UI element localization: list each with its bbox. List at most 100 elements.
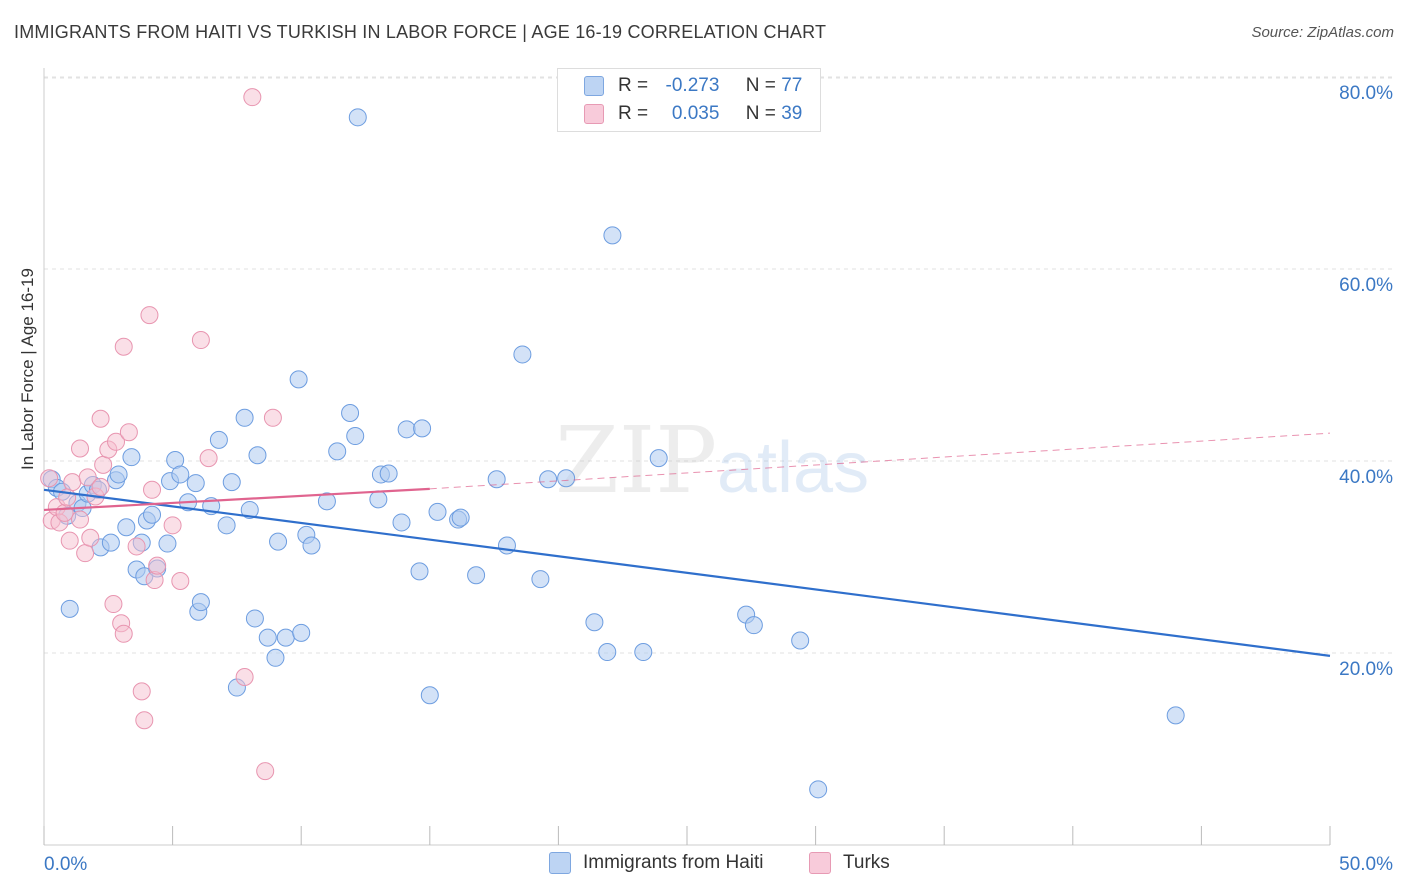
data-point-turks bbox=[91, 409, 110, 428]
data-point-haiti bbox=[603, 226, 622, 245]
data-point-haiti bbox=[557, 469, 576, 488]
data-point-turks bbox=[107, 432, 126, 451]
data-point-haiti bbox=[428, 502, 447, 521]
data-point-turks bbox=[256, 762, 275, 781]
series-haiti-points bbox=[42, 108, 1185, 799]
data-point-haiti bbox=[122, 448, 141, 467]
data-point-haiti bbox=[392, 513, 411, 532]
data-point-turks bbox=[55, 503, 74, 522]
y-tick-label: 80.0% bbox=[1339, 83, 1393, 104]
data-point-turks bbox=[143, 480, 162, 499]
bottom-legend-swatch-haiti bbox=[549, 852, 571, 874]
data-point-haiti bbox=[487, 470, 506, 489]
data-point-turks bbox=[91, 477, 110, 496]
data-point-haiti bbox=[649, 449, 668, 468]
legend-r-value-turks: 0.035 bbox=[671, 103, 720, 124]
data-point-turks bbox=[243, 88, 262, 107]
data-point-turks bbox=[76, 544, 95, 563]
data-point-turks bbox=[71, 439, 90, 458]
data-point-haiti bbox=[240, 500, 259, 519]
data-point-turks bbox=[114, 624, 133, 643]
data-point-haiti bbox=[451, 508, 470, 527]
data-point-haiti bbox=[809, 780, 828, 799]
data-point-haiti bbox=[341, 404, 360, 422]
data-point-turks bbox=[132, 682, 151, 701]
bottom-legend-turks: Turks bbox=[809, 852, 890, 874]
data-point-haiti bbox=[410, 562, 429, 581]
data-point-turks bbox=[263, 408, 282, 427]
legend-n-label: N = bbox=[745, 75, 776, 96]
data-point-turks bbox=[94, 455, 113, 474]
data-point-haiti bbox=[276, 628, 295, 647]
data-point-turks bbox=[127, 537, 146, 556]
watermark-zip: ZIP bbox=[555, 407, 717, 514]
legend-r-label: R = bbox=[618, 75, 649, 96]
data-point-haiti bbox=[348, 108, 367, 127]
data-point-haiti bbox=[328, 442, 347, 461]
data-point-haiti bbox=[245, 609, 264, 628]
bottom-legend-swatch-turks bbox=[809, 852, 831, 874]
legend-n-value-turks: 39 bbox=[781, 103, 803, 124]
data-point-turks bbox=[191, 331, 210, 350]
data-point-turks bbox=[163, 516, 182, 535]
data-point-haiti bbox=[209, 430, 228, 449]
x-tick-label: 0.0% bbox=[44, 854, 87, 875]
data-point-turks bbox=[199, 449, 218, 468]
data-point-haiti bbox=[791, 631, 810, 650]
data-point-haiti bbox=[289, 370, 308, 389]
legend-r-label: R = bbox=[618, 103, 649, 124]
data-point-turks bbox=[78, 468, 97, 487]
data-point-haiti bbox=[346, 427, 365, 446]
bottom-legend-label-turks: Turks bbox=[843, 852, 890, 873]
data-point-haiti bbox=[248, 446, 267, 465]
data-point-haiti bbox=[467, 566, 486, 585]
tick-labels: 20.0% 40.0% 60.0% 80.0% 0.0% 50.0% bbox=[44, 83, 1393, 875]
data-point-haiti bbox=[531, 570, 550, 589]
y-tick-label: 60.0% bbox=[1339, 275, 1393, 296]
data-point-haiti bbox=[222, 473, 241, 492]
data-point-haiti bbox=[117, 518, 136, 537]
data-point-haiti bbox=[420, 686, 439, 705]
data-point-haiti bbox=[191, 593, 210, 612]
data-point-turks bbox=[104, 595, 123, 614]
data-point-haiti bbox=[258, 628, 277, 647]
data-point-turks bbox=[40, 469, 59, 488]
legend-row-haiti: R = -0.273 N = 77 bbox=[584, 72, 802, 100]
data-point-turks bbox=[171, 572, 190, 590]
bottom-legend-haiti: Immigrants from Haiti bbox=[549, 852, 764, 874]
data-point-haiti bbox=[317, 492, 336, 511]
data-point-haiti bbox=[379, 464, 398, 483]
trend-line-turks-extension bbox=[429, 432, 1331, 490]
legend-swatch-haiti bbox=[584, 76, 604, 96]
legend-n-label: N = bbox=[745, 103, 776, 124]
legend-box: R = -0.273 N = 77 R = 0.035 N = 39 bbox=[557, 68, 821, 132]
data-point-haiti bbox=[744, 616, 763, 635]
data-point-haiti bbox=[292, 623, 311, 642]
watermark: ZIP atlas bbox=[555, 407, 869, 514]
data-point-haiti bbox=[158, 534, 177, 553]
data-point-haiti bbox=[217, 516, 236, 535]
chart-title: IMMIGRANTS FROM HAITI VS TURKISH IN LABO… bbox=[14, 22, 827, 42]
data-point-haiti bbox=[266, 648, 285, 667]
data-point-turks bbox=[114, 337, 133, 356]
y-tick-label: 40.0% bbox=[1339, 467, 1393, 488]
data-point-turks bbox=[140, 306, 159, 325]
legend-swatch-turks bbox=[584, 104, 604, 124]
data-point-turks bbox=[81, 528, 100, 547]
data-point-turks bbox=[63, 473, 82, 492]
data-point-haiti bbox=[101, 533, 120, 552]
data-point-haiti bbox=[143, 505, 162, 524]
axes bbox=[43, 68, 1331, 846]
data-point-haiti bbox=[186, 474, 205, 493]
data-point-haiti bbox=[397, 420, 416, 439]
data-point-haiti bbox=[60, 599, 79, 618]
data-point-turks bbox=[135, 711, 154, 730]
source-label: Source: ZipAtlas.com bbox=[1251, 24, 1394, 41]
data-point-haiti bbox=[369, 490, 388, 509]
data-point-haiti bbox=[269, 532, 288, 551]
x-tick-label: 50.0% bbox=[1339, 854, 1393, 875]
data-point-haiti bbox=[539, 470, 558, 489]
y-tick-label: 20.0% bbox=[1339, 659, 1393, 680]
data-point-haiti bbox=[1166, 706, 1185, 725]
